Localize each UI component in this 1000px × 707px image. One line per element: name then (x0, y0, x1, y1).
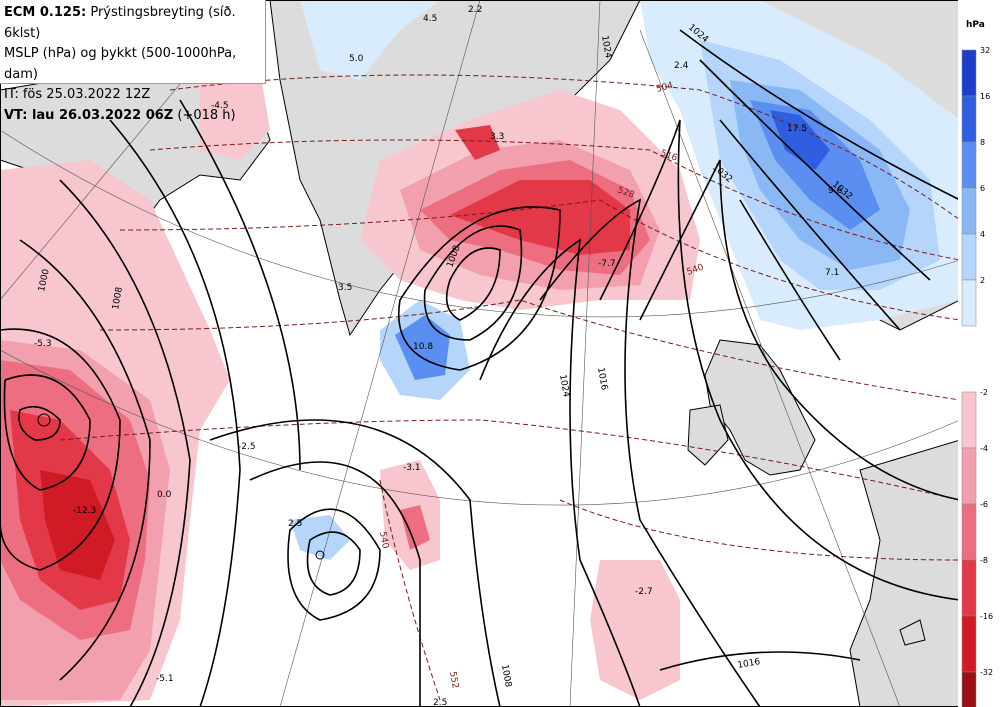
map-value: 2.5 (433, 698, 447, 707)
pressure-rise-areas (290, 0, 960, 560)
legend-color-swatch (961, 615, 977, 673)
graticule (0, 0, 961, 707)
map-value: 3.5 (338, 283, 352, 293)
parameter-name: Prýstingsbreyting (síð. 6klst) (4, 5, 236, 41)
legend-tick-label: 32 (980, 46, 990, 55)
legend-color-swatch (961, 559, 977, 617)
map-value: -7.7 (598, 259, 616, 269)
map-value: -5.3 (34, 339, 52, 349)
map-value: -4.5 (211, 101, 229, 111)
legend-tick-label: -16 (980, 612, 993, 621)
legend-color-swatch (961, 391, 977, 449)
legend-color-swatch (961, 279, 977, 327)
forecast-hour: (+018 h) (173, 107, 236, 123)
legend-positive-scale: 32 16 8 6 4 2 (961, 46, 990, 327)
map-value: -12.3 (73, 506, 96, 516)
legend-color-swatch (961, 233, 977, 281)
map-title-box: ECM 0.125: Prýstingsbreyting (síð. 6klst… (0, 0, 266, 123)
color-legend: hPa 32 16 8 6 4 2 -2 -4 -6 -8 -16 -32 (958, 0, 1000, 707)
model-name: ECM 0.125: (4, 5, 87, 20)
map-value: 7.1 (825, 268, 839, 278)
pressure-change-values: 4.5 2.2 5.0 -4.5 2.4 3.3 3.5 17.5 9.6 7.… (34, 5, 843, 707)
map-value: -3.1 (403, 463, 421, 473)
map-value: 2.2 (468, 5, 482, 15)
legend-tick-label: -32 (980, 668, 993, 677)
isobar-label: 1008 (111, 286, 125, 311)
legend-tick-label: 6 (980, 184, 985, 193)
legend-color-swatch (961, 671, 977, 707)
map-value: 17.5 (787, 124, 807, 134)
map-value: 2.4 (674, 61, 689, 71)
legend-tick-label: 16 (980, 92, 990, 101)
isobars (0, 29, 961, 707)
legend-tick-label: 2 (980, 276, 985, 285)
legend-color-swatch (961, 187, 977, 235)
thickness-label: 540 (377, 531, 390, 550)
title-line-3: IT: fös 25.03.2022 12Z (4, 87, 151, 102)
legend-color-swatch (961, 503, 977, 561)
isobar-label: 1024 (599, 35, 613, 60)
map-value: 5.0 (349, 54, 364, 64)
legend-color-swatch (961, 95, 977, 143)
pressure-fall-areas (0, 70, 700, 707)
legend-color-swatch (961, 49, 977, 97)
title-line-1: ECM 0.125: Prýstingsbreyting (síð. 6klst… (4, 3, 265, 44)
isobar-label: 1008 (499, 664, 513, 689)
legend-tick-label: -6 (980, 500, 988, 509)
isobar-label: 1000 (37, 268, 52, 293)
map-value: 4.5 (423, 14, 437, 24)
title-line-4: VT: lau 26.03.2022 06Z (+018 h) (4, 106, 265, 127)
title-line-2: MSLP (hPa) og þykkt (500-1000hPa, dam) (4, 46, 237, 82)
map-value: 0.0 (157, 490, 172, 500)
legend-tick-label: -4 (980, 444, 988, 453)
map-value: 3.3 (490, 132, 504, 142)
legend-negative-scale: -2 -4 -6 -8 -16 -32 (961, 388, 993, 707)
legend-tick-label: 4 (980, 230, 985, 239)
map-value: -2.5 (238, 442, 256, 452)
isobar-label: 1016 (595, 367, 609, 392)
map-value: 9.6 (828, 186, 843, 196)
thickness-label: 504 (655, 81, 674, 95)
map-value: 10.8 (413, 342, 433, 352)
legend-tick-label: -8 (980, 556, 988, 565)
legend-unit: hPa (966, 20, 985, 30)
map-value: -2.7 (635, 587, 653, 597)
legend-color-swatch (961, 141, 977, 189)
coastal-detail (37, 413, 926, 646)
thickness-contours (59, 74, 961, 701)
legend-tick-label: 8 (980, 138, 985, 147)
thickness-label: 552 (447, 671, 460, 690)
map-value: 2.5 (288, 519, 302, 529)
legend-tick-label: -2 (980, 388, 988, 397)
valid-time: VT: lau 26.03.2022 06Z (4, 107, 174, 123)
legend-color-swatch (961, 447, 977, 505)
isobar-label: 1024 (557, 374, 571, 399)
map-value: -5.1 (156, 674, 174, 684)
isobar-label: 1016 (737, 657, 762, 671)
